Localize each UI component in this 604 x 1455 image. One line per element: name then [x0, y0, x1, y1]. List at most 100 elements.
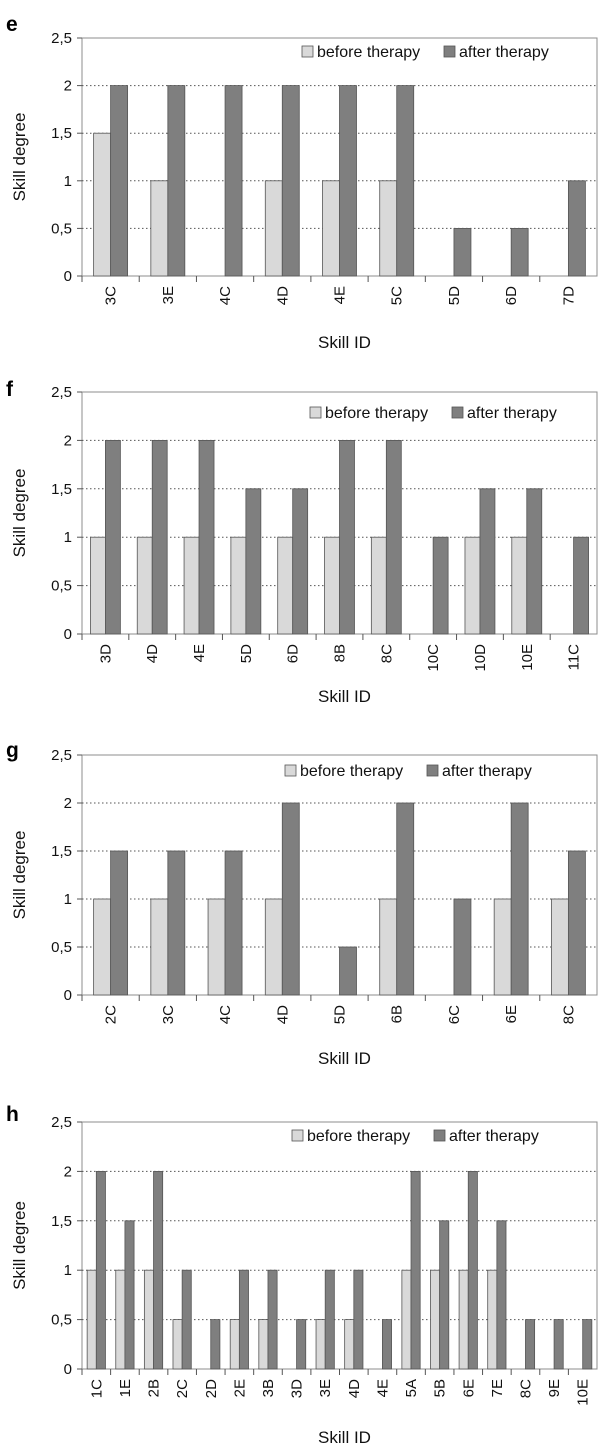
- y-axis-title: Skill degree: [10, 469, 29, 558]
- y-tick-label: 2: [64, 78, 72, 95]
- y-tick-label: 1: [64, 173, 72, 190]
- bar-before-6B: [379, 898, 398, 996]
- bar-before-4D: [344, 1319, 355, 1370]
- x-axis-title: Skill ID: [318, 687, 371, 706]
- bar-after-4D: [281, 85, 300, 277]
- bar-before-3E: [315, 1319, 326, 1370]
- x-tick-label: 11C: [566, 644, 583, 671]
- legend-swatch: [309, 406, 322, 419]
- x-tick-label: 5D: [238, 644, 255, 663]
- panel-letter: g: [6, 739, 19, 762]
- chart-panel-f: f 0 0,5 1 1,5 2 2,5 Skill degree 3D 4D 4E 5D 6D 8B 8C 1…: [6, 378, 598, 706]
- bar-after-4D: [281, 802, 300, 996]
- y-tick-label: 1: [64, 529, 72, 546]
- legend: before therapy after therapy: [291, 1128, 539, 1145]
- x-tick-label: 5D: [446, 286, 463, 305]
- bar-after-9E: [553, 1319, 564, 1370]
- bar-before-2B: [143, 1269, 154, 1370]
- y-tick-label: 0,5: [51, 578, 72, 595]
- bar-after-4C: [224, 85, 243, 277]
- bar-after-5C: [396, 85, 415, 277]
- y-tick-label: 0,5: [51, 939, 72, 956]
- x-tick-label: 3E: [160, 286, 177, 304]
- x-tick-label: 2E: [231, 1379, 248, 1397]
- legend-swatch: [426, 764, 439, 777]
- bar-after-5B: [439, 1220, 450, 1370]
- bar-after-10E: [526, 488, 543, 635]
- legend-swatch: [284, 764, 297, 777]
- bar-after-3C: [110, 85, 129, 277]
- x-tick-label: 3C: [103, 286, 120, 305]
- x-tick-label: 5A: [403, 1379, 420, 1397]
- x-tick-label: 4E: [332, 286, 349, 304]
- x-tick-label: 3C: [160, 1005, 177, 1024]
- bar-after-5D: [339, 946, 357, 996]
- y-tick-label: 1: [64, 1262, 72, 1279]
- y-tick-label: 2: [64, 795, 72, 812]
- y-tick-label: 0,5: [51, 1312, 72, 1329]
- bar-after-4C: [224, 850, 243, 996]
- x-tick-label: 4E: [374, 1379, 391, 1397]
- legend-label: after therapy: [449, 1128, 539, 1145]
- bar-after-8C: [525, 1319, 536, 1370]
- bar-before-3E: [150, 180, 169, 277]
- y-tick-label: 1,5: [51, 1213, 72, 1230]
- legend-label: before therapy: [307, 1128, 410, 1145]
- x-tick-label: 5D: [332, 1005, 349, 1024]
- bar-after-5D: [453, 227, 472, 277]
- bar-after-8C: [567, 850, 586, 996]
- bar-after-10D: [479, 488, 496, 635]
- bar-after-10C: [432, 536, 449, 635]
- x-tick-label: 4C: [217, 286, 234, 305]
- bar-before-8C: [370, 536, 387, 635]
- bar-after-3E: [167, 85, 186, 277]
- y-tick-label: 2,5: [51, 1114, 72, 1131]
- y-tick-label: 0: [64, 268, 72, 285]
- bar-after-3D: [296, 1319, 307, 1370]
- y-tick-label: 0,5: [51, 220, 72, 237]
- bar-after-4D: [151, 439, 168, 635]
- bar-after-10E: [582, 1319, 593, 1370]
- bar-before-2E: [229, 1319, 240, 1370]
- x-tick-label: 4E: [191, 644, 208, 662]
- x-tick-label: 10E: [575, 1379, 592, 1406]
- bar-after-8C: [385, 439, 402, 635]
- bar-before-4E: [183, 536, 200, 635]
- bar-before-3C: [93, 132, 112, 277]
- y-axis-title: Skill degree: [10, 1201, 29, 1290]
- legend-label: after therapy: [442, 763, 532, 780]
- x-tick-label: 10D: [472, 644, 489, 672]
- x-tick-label: 9E: [546, 1379, 563, 1397]
- y-tick-label: 2: [64, 432, 72, 449]
- x-tick-label: 6B: [389, 1005, 406, 1023]
- bar-after-2B: [153, 1171, 164, 1370]
- bar-after-7E: [496, 1220, 507, 1370]
- x-tick-label: 2C: [103, 1005, 120, 1024]
- bar-after-8B: [339, 439, 355, 635]
- x-tick-label: 7E: [489, 1379, 506, 1397]
- bar-before-3D: [90, 536, 106, 635]
- bar-before-2C: [93, 898, 112, 996]
- bar-after-3D: [105, 439, 121, 635]
- x-tick-label: 2B: [146, 1379, 163, 1397]
- bar-after-2C: [181, 1269, 192, 1370]
- bar-before-5C: [379, 180, 398, 277]
- panel-letter: h: [6, 1103, 19, 1126]
- bar-before-6D: [277, 536, 294, 635]
- bar-before-1E: [115, 1269, 126, 1370]
- bar-after-7D: [567, 180, 586, 277]
- y-tick-label: 0: [64, 1361, 72, 1378]
- legend-label: before therapy: [300, 763, 403, 780]
- x-tick-label: 8B: [332, 644, 349, 662]
- bar-before-4C: [207, 898, 226, 996]
- bar-before-4E: [322, 180, 340, 277]
- chart-panel-e: e 0 0,5 1 1,5 2 2,5 Skill degree 3C 3E 4C 4D 4E 5C 5D 6…: [6, 13, 598, 352]
- legend-label: after therapy: [467, 405, 557, 422]
- x-tick-label: 4D: [274, 1005, 291, 1024]
- legend-swatch: [433, 1129, 446, 1142]
- x-tick-label: 1C: [88, 1379, 105, 1398]
- bar-before-5A: [401, 1269, 412, 1370]
- bar-after-6B: [396, 802, 415, 996]
- x-axis-title: Skill ID: [318, 1428, 371, 1447]
